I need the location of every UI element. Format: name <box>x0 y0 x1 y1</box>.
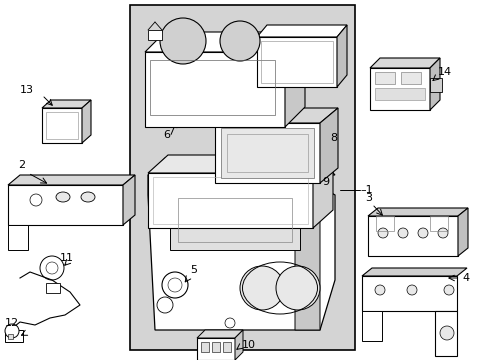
Bar <box>46 283 60 293</box>
Bar <box>221 128 313 178</box>
Polygon shape <box>285 32 305 127</box>
Polygon shape <box>82 100 91 143</box>
Polygon shape <box>215 108 337 123</box>
Bar <box>429 216 447 231</box>
Circle shape <box>30 194 42 206</box>
Polygon shape <box>148 155 332 173</box>
Circle shape <box>377 228 387 238</box>
Circle shape <box>160 18 205 64</box>
Bar <box>261 41 332 83</box>
Bar <box>201 342 208 352</box>
Polygon shape <box>123 175 135 225</box>
Circle shape <box>162 272 187 298</box>
Text: 6: 6 <box>163 130 170 140</box>
Polygon shape <box>257 25 346 37</box>
Ellipse shape <box>56 192 70 202</box>
Polygon shape <box>148 158 334 175</box>
Text: –1: –1 <box>359 185 372 195</box>
Bar <box>153 177 307 224</box>
Polygon shape <box>42 100 91 108</box>
Text: 7: 7 <box>294 47 302 57</box>
Bar <box>148 30 162 40</box>
Polygon shape <box>336 25 346 87</box>
Circle shape <box>437 228 447 238</box>
Polygon shape <box>429 58 439 110</box>
Bar <box>46 112 78 139</box>
Text: 12: 12 <box>5 318 19 328</box>
Bar <box>8 185 123 225</box>
Circle shape <box>417 228 427 238</box>
Bar <box>212 342 220 352</box>
Bar <box>429 78 441 92</box>
Text: 10: 10 <box>242 340 256 350</box>
Bar <box>374 72 394 84</box>
Text: 13: 13 <box>20 85 34 95</box>
Bar <box>223 342 230 352</box>
Text: 2: 2 <box>18 160 25 170</box>
Bar <box>400 72 420 84</box>
Bar <box>367 216 457 256</box>
Bar <box>257 37 336 87</box>
Polygon shape <box>312 155 332 228</box>
Polygon shape <box>145 52 285 127</box>
Text: 9: 9 <box>321 177 328 187</box>
Bar <box>226 134 307 172</box>
Bar <box>361 311 381 341</box>
Circle shape <box>224 318 235 328</box>
Bar <box>130 5 354 350</box>
Circle shape <box>240 266 284 310</box>
Bar <box>215 123 319 183</box>
Circle shape <box>157 297 173 313</box>
Polygon shape <box>145 32 305 52</box>
Circle shape <box>275 266 319 310</box>
Bar <box>148 173 312 228</box>
Polygon shape <box>319 108 337 183</box>
Bar <box>374 88 424 100</box>
Text: 14: 14 <box>437 67 451 77</box>
Circle shape <box>406 285 416 295</box>
Text: 3: 3 <box>364 193 371 203</box>
Polygon shape <box>367 208 467 216</box>
Polygon shape <box>148 175 334 330</box>
Bar <box>369 68 429 110</box>
Circle shape <box>40 256 64 280</box>
Text: 11: 11 <box>60 253 74 263</box>
Bar <box>178 198 291 242</box>
Polygon shape <box>8 175 135 185</box>
Bar <box>375 216 393 231</box>
Bar <box>197 338 235 360</box>
Bar <box>8 334 13 339</box>
Circle shape <box>443 285 453 295</box>
Text: 4: 4 <box>461 273 468 283</box>
Bar <box>8 225 28 250</box>
Circle shape <box>439 326 453 340</box>
Text: 8: 8 <box>329 133 336 143</box>
Bar <box>42 108 82 143</box>
Polygon shape <box>235 330 243 360</box>
Circle shape <box>397 228 407 238</box>
Circle shape <box>220 21 260 61</box>
Bar <box>434 311 456 356</box>
Bar <box>361 276 456 311</box>
Bar <box>150 60 274 115</box>
Text: 5: 5 <box>190 265 197 275</box>
Bar <box>5 330 23 342</box>
Polygon shape <box>361 268 466 276</box>
Polygon shape <box>457 208 467 256</box>
Bar <box>170 190 299 250</box>
Circle shape <box>374 285 384 295</box>
Circle shape <box>5 324 19 338</box>
Polygon shape <box>369 58 439 68</box>
Ellipse shape <box>81 192 95 202</box>
Polygon shape <box>197 330 243 338</box>
Polygon shape <box>294 158 319 330</box>
